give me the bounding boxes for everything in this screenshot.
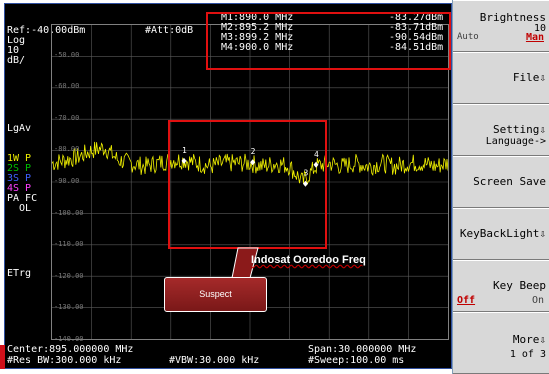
marker-4-label: M4:900.0 MHz — [221, 42, 294, 53]
y-axis-label: -50.00 — [54, 50, 80, 59]
brightness-value: 10 — [533, 23, 546, 34]
lgav-label: LgAv — [7, 123, 32, 134]
ol-label: OL — [19, 203, 32, 214]
y-axis-label: -80.00 — [54, 145, 80, 154]
keybacklight-label: KeyBackLight⇩ — [459, 227, 546, 240]
trace-2-label: 2S P — [7, 163, 32, 174]
frequency-annotation-text: Indosat Ooredoo Freq — [251, 254, 366, 266]
y-axis-label: -60.00 — [54, 82, 80, 91]
file-softkey[interactable]: File⇩ — [453, 52, 549, 104]
screen-save-softkey[interactable]: Screen Save — [453, 156, 549, 208]
scale-log: Log — [7, 35, 26, 46]
trace-4-label: 4S P — [7, 183, 32, 194]
res-bw: #Res BW:300.000 kHz — [7, 355, 122, 366]
trace-1-label: 1W P — [7, 153, 32, 164]
marker-1-number: 1 — [182, 146, 187, 155]
scale-value: 10 — [7, 45, 20, 56]
marker-3-number: 3 — [303, 169, 308, 178]
brightness-auto: Auto — [457, 32, 479, 42]
suspect-callout: Suspect — [164, 277, 267, 312]
trace-3-label: 3S P — [7, 173, 32, 184]
marker-4-value: -84.51dBm — [389, 42, 444, 53]
span: Span:30.000000 MHz — [308, 344, 417, 355]
y-axis-label: -110.00 — [54, 240, 84, 249]
brightness-man: Man — [525, 32, 544, 43]
etrg-label: ETrg — [7, 268, 32, 279]
scale-unit: dB/ — [7, 55, 26, 66]
brightness-softkey[interactable]: Brightness 10 Auto Man — [453, 0, 549, 52]
brightness-label: Brightness — [479, 11, 546, 24]
softkey-panel: Brightness 10 Auto Man File⇩ Setting⇩ La… — [452, 0, 549, 374]
pafc-label: PA FC — [7, 193, 38, 204]
attenuation: #Att:0dB — [145, 25, 194, 36]
frequency-annotation: Indosat Ooredoo Freq — [251, 254, 366, 266]
y-axis-label: -90.00 — [54, 177, 80, 185]
setting-language: Language-> — [485, 136, 546, 147]
file-label: File⇩ — [512, 71, 546, 84]
more-softkey[interactable]: More⇩ 1 of 3 — [453, 312, 549, 374]
y-axis-label: -130.00 — [54, 303, 84, 312]
key-beep-on: On — [531, 295, 544, 306]
key-beep-off: Off — [457, 295, 476, 306]
screen-save-label: Screen Save — [473, 175, 546, 188]
analyzer-screen: Ref:-40.00dBm #Att:0dB Log 10 dB/ LgAv 1… — [4, 3, 452, 369]
setting-label: Setting⇩ — [493, 123, 546, 136]
key-beep-softkey[interactable]: Key Beep Off On — [453, 260, 549, 312]
red-edge-marker — [0, 345, 5, 369]
y-axis-label: -100.00 — [54, 208, 84, 217]
y-axis-label: -70.00 — [54, 113, 80, 122]
center-frequency: Center:895.000000 MHz — [7, 344, 134, 355]
y-axis-label: -140.00 — [54, 335, 84, 343]
y-axis-label: -120.00 — [54, 271, 84, 280]
more-label: More⇩ — [512, 333, 546, 346]
vbw: #VBW:30.000 kHz — [169, 355, 260, 366]
marker-2-number: 2 — [251, 147, 256, 156]
marker-4-number: 4 — [314, 150, 319, 159]
setting-softkey[interactable]: Setting⇩ Language-> — [453, 104, 549, 156]
sweep-time: #Sweep:100.00 ms — [308, 355, 405, 366]
keybacklight-softkey[interactable]: KeyBackLight⇩ — [453, 208, 549, 260]
key-beep-label: Key Beep — [493, 279, 546, 292]
ref-level: Ref:-40.00dBm — [7, 25, 86, 36]
more-page: 1 of 3 — [509, 349, 546, 360]
